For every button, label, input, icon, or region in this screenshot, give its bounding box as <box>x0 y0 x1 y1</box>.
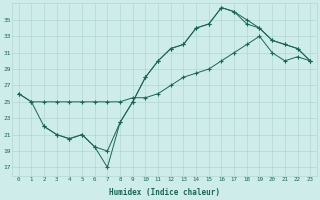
X-axis label: Humidex (Indice chaleur): Humidex (Indice chaleur) <box>109 188 220 197</box>
